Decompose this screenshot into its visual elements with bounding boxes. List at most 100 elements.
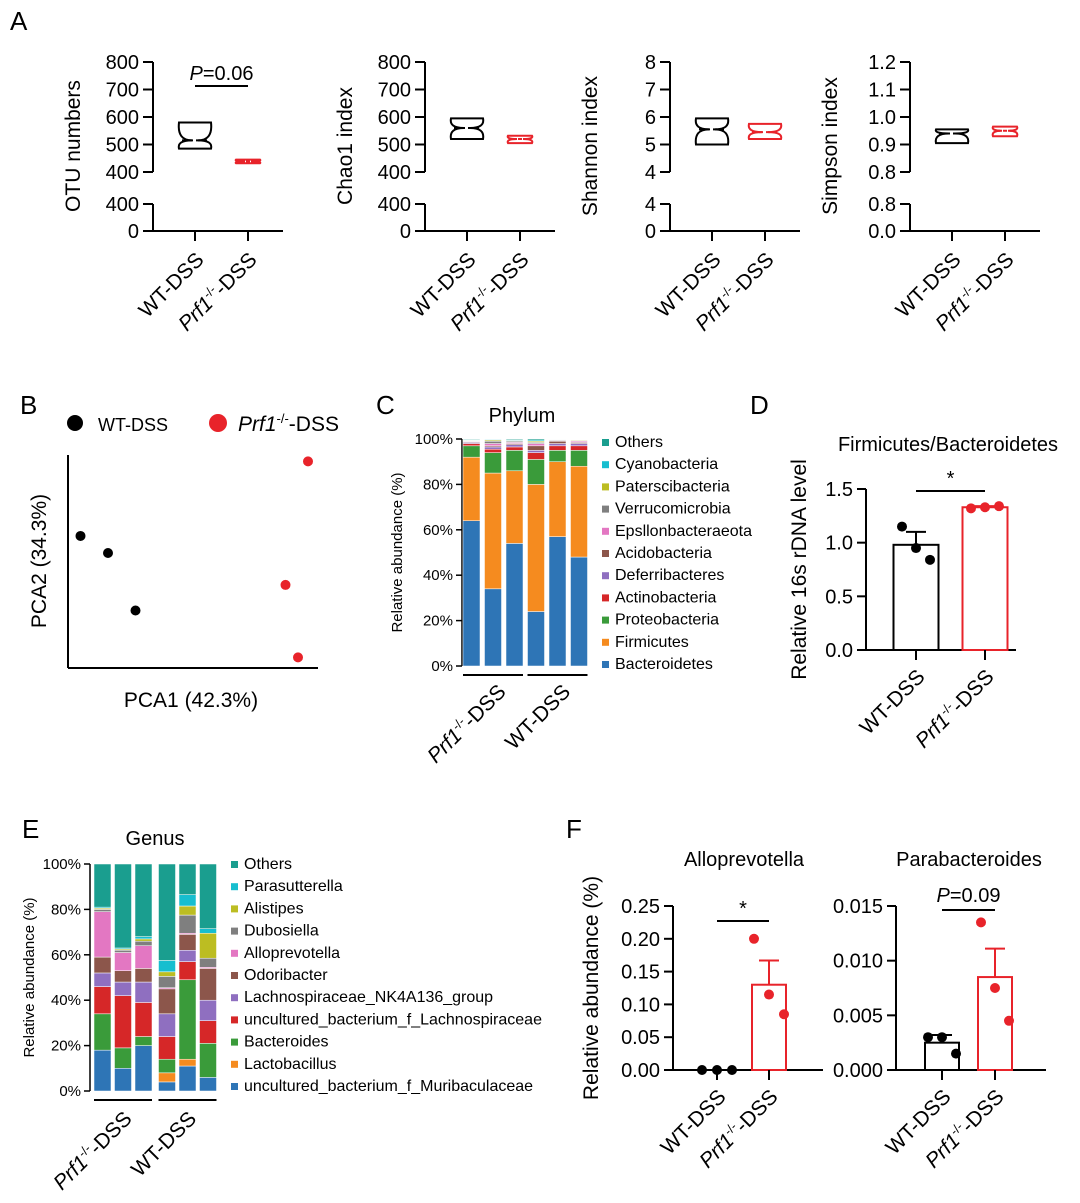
y-tick-label: 0.0 bbox=[825, 640, 853, 662]
legend-swatch bbox=[602, 550, 609, 557]
legend-label: Paterscibacteria bbox=[615, 478, 730, 495]
legend-swatch bbox=[231, 1038, 238, 1046]
stack-segment bbox=[158, 863, 176, 961]
stack-segment bbox=[199, 1077, 217, 1092]
group-label-suffix: -DSS bbox=[731, 1085, 783, 1137]
y-tick-label: 0.25 bbox=[621, 896, 660, 918]
panel-label-c: C bbox=[376, 390, 395, 420]
group-label-text: WT-DSS bbox=[501, 680, 575, 754]
y-tick-label: 700 bbox=[106, 80, 139, 102]
y-tick-label: 0 bbox=[400, 221, 411, 243]
panel-label-d: D bbox=[750, 390, 769, 420]
scatter-point-prf1 bbox=[303, 456, 313, 467]
stack-segment bbox=[484, 452, 502, 474]
y-tick-label: 40% bbox=[51, 992, 81, 1009]
y-tick-label: 60% bbox=[51, 947, 81, 964]
legend-gene: Prf1 bbox=[238, 413, 277, 436]
legend-swatch bbox=[602, 638, 609, 646]
stack-segment bbox=[158, 971, 176, 977]
y-tick-label: 0 bbox=[645, 221, 656, 243]
stack-segment bbox=[505, 444, 524, 448]
stack-segment bbox=[134, 863, 153, 937]
y-tick-label: 400 bbox=[378, 194, 411, 216]
stack-segment bbox=[570, 450, 588, 467]
legend-label: uncultured_bacterium_f_Lachnospiraceae bbox=[244, 1011, 542, 1028]
legend-swatch bbox=[602, 527, 609, 535]
stack-segment bbox=[158, 988, 176, 1015]
y-tick-label: 20% bbox=[51, 1038, 81, 1055]
y-tick-label: 0 bbox=[128, 221, 139, 243]
data-point-prf1 bbox=[749, 933, 759, 944]
group-label-text: WT-DSS bbox=[127, 1107, 201, 1181]
group-label-suffix: -DSS bbox=[957, 1085, 1009, 1137]
legend-label-prf1: Prf1-/--DSS bbox=[238, 411, 339, 436]
y-tick-label: 0.15 bbox=[621, 962, 660, 984]
stack-segment bbox=[134, 945, 153, 969]
panel-label-b: B bbox=[20, 390, 37, 420]
legend-label: Acidobacteria bbox=[615, 545, 712, 562]
stack-segment bbox=[178, 950, 197, 962]
group-label-wt: WT-DSS bbox=[127, 1107, 201, 1181]
y-tick-label: 800 bbox=[378, 52, 411, 74]
stack-segment bbox=[484, 446, 502, 450]
stack-segment bbox=[158, 1072, 176, 1083]
stack-segment bbox=[134, 968, 153, 983]
group-label-suffix: -DSS bbox=[210, 248, 262, 300]
y-tick-label: 1.5 bbox=[825, 479, 853, 501]
legend-label: Bacteroides bbox=[244, 1034, 329, 1051]
legend-swatch bbox=[231, 883, 238, 891]
y-tick-label: 0.5 bbox=[825, 586, 853, 608]
legend-swatch bbox=[231, 927, 238, 935]
data-point-prf1 bbox=[966, 503, 976, 514]
p-value-number: =0.06 bbox=[203, 63, 254, 85]
stack-segment bbox=[199, 1020, 217, 1044]
legend-swatch bbox=[602, 616, 609, 624]
scatter-point-wt bbox=[103, 547, 113, 558]
group-label-prf1: Prf1-/--DSS bbox=[48, 1106, 136, 1194]
legend-swatch bbox=[231, 905, 238, 913]
data-point-prf1 bbox=[994, 501, 1004, 512]
legend-label: Alistipes bbox=[244, 900, 304, 917]
y-axis-label: Relative abundance (%) bbox=[389, 472, 406, 632]
legend-suffix: -DSS bbox=[289, 413, 339, 436]
stack-segment bbox=[114, 950, 132, 953]
data-point-prf1 bbox=[764, 989, 774, 1000]
pca-scatter-chart: PCA1 (42.3%) PCA2 (34.3%) WT-DSS Prf1-/--DS… bbox=[28, 411, 339, 712]
panel-label-e: E bbox=[22, 814, 39, 844]
legend-swatch bbox=[231, 994, 238, 1002]
y-tick-label: 600 bbox=[378, 107, 411, 129]
stack-segment bbox=[114, 1068, 132, 1092]
y-tick-label: 800 bbox=[106, 52, 139, 74]
stack-segment bbox=[462, 456, 481, 521]
stack-segment bbox=[134, 940, 153, 946]
stack-segment bbox=[158, 976, 176, 988]
stack-segment bbox=[134, 1036, 153, 1046]
y-tick-label: 4 bbox=[645, 162, 656, 184]
phylum-stacked-bar-chart: 0% 20% 40% 60% 80% 100% Relative abundance (%)… bbox=[389, 405, 752, 768]
stack-segment bbox=[93, 1049, 112, 1092]
y-tick-label: 0.015 bbox=[833, 896, 883, 918]
legend-swatch bbox=[231, 949, 238, 957]
firmicutes-bacteroidetes-bar-chart: 0.0 0.5 1.0 1.5 Relative 16s rDNA level Firmi… bbox=[788, 434, 1058, 753]
stack-segment bbox=[199, 1043, 217, 1078]
y-tick-label: 400 bbox=[378, 162, 411, 184]
stack-segment bbox=[462, 445, 481, 458]
stack-segment bbox=[527, 452, 545, 460]
stack-segment bbox=[178, 894, 197, 907]
stack-segment bbox=[134, 936, 153, 940]
legend-swatch bbox=[231, 861, 238, 868]
data-point-wt bbox=[727, 1065, 737, 1075]
data-point-prf1 bbox=[1004, 1015, 1014, 1026]
stack-segment bbox=[93, 863, 112, 908]
data-point-wt bbox=[923, 1032, 933, 1043]
stack-segment bbox=[158, 1013, 176, 1037]
y-tick-label: 0.8 bbox=[868, 194, 896, 216]
stack-segment bbox=[134, 981, 153, 1003]
stack-segment bbox=[527, 438, 545, 441]
y-axis-label: Relative abundance (%) bbox=[21, 897, 38, 1057]
y-tick-label: 1.1 bbox=[868, 80, 896, 102]
stack-segment bbox=[505, 438, 524, 441]
stack-segment bbox=[505, 450, 524, 472]
y-tick-label: 700 bbox=[378, 80, 411, 102]
